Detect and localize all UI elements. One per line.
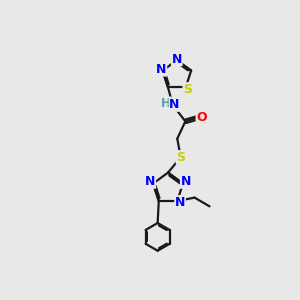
Text: S: S: [176, 151, 185, 164]
Text: N: N: [181, 175, 191, 188]
Text: N: N: [172, 52, 182, 66]
Text: N: N: [175, 196, 185, 209]
Text: O: O: [196, 111, 207, 124]
Text: N: N: [156, 63, 167, 76]
Text: H: H: [161, 97, 171, 110]
Text: N: N: [169, 98, 180, 111]
Text: S: S: [183, 83, 192, 96]
Text: N: N: [145, 175, 155, 188]
